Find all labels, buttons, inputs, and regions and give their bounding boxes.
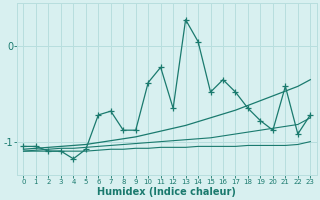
X-axis label: Humidex (Indice chaleur): Humidex (Indice chaleur) — [98, 187, 236, 197]
